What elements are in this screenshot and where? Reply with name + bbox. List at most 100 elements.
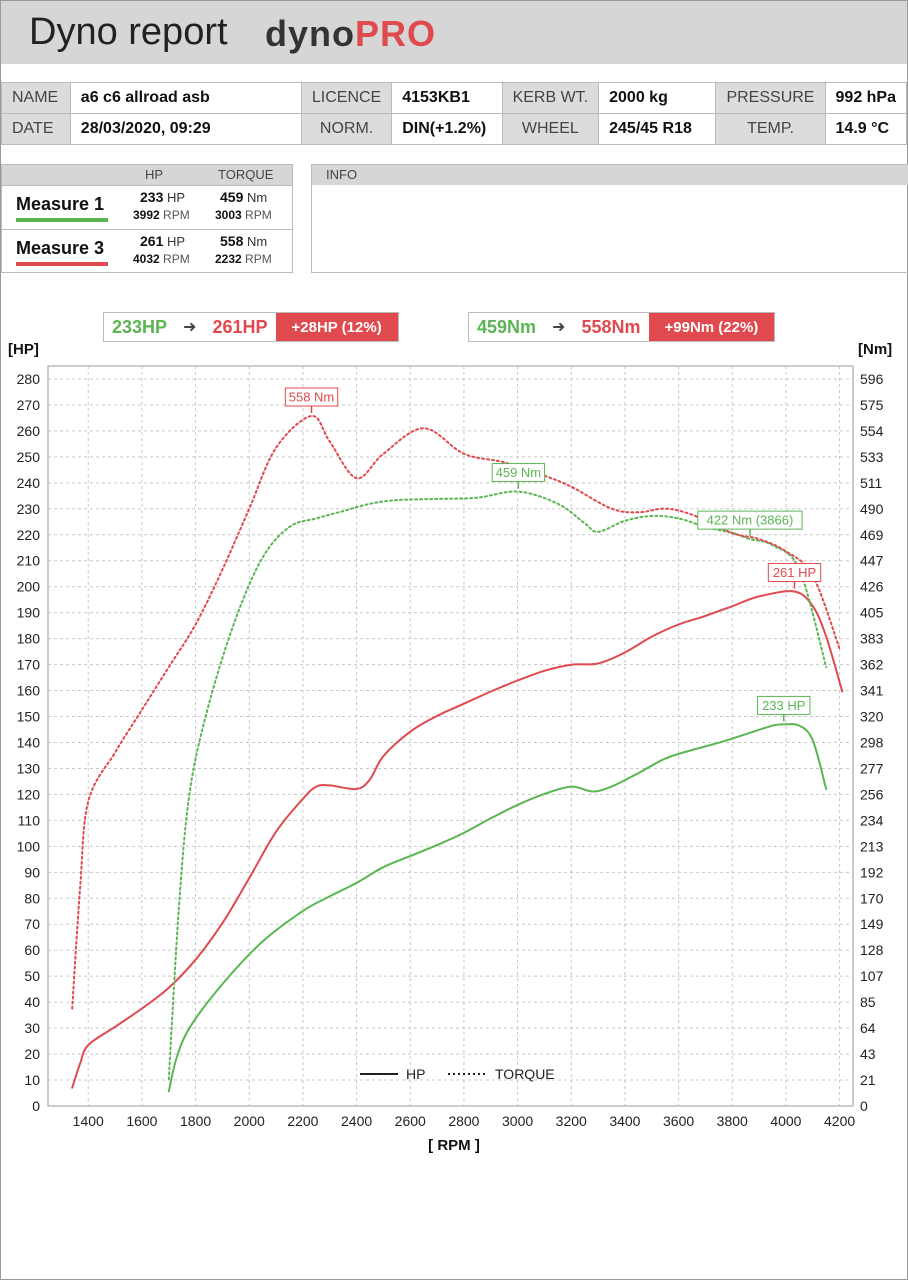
x-tick: 3400: [609, 1113, 640, 1129]
info-panel: INFO: [311, 164, 908, 273]
y-tick-right: 575: [860, 397, 884, 413]
x-tick: 3600: [663, 1113, 694, 1129]
licence-label: LICENCE: [300, 82, 393, 114]
measure-3-row[interactable]: Measure 3 261 HP 4032 RPM 558 Nm 2232 RP…: [2, 229, 292, 273]
x-tick: 4200: [824, 1113, 855, 1129]
nm-from: 459Nm: [477, 316, 537, 337]
x-axis-label: [ RPM ]: [428, 1137, 480, 1154]
y-tick-left: 50: [24, 968, 40, 984]
y-tick-left: 130: [17, 760, 41, 776]
y-tick-right: 469: [860, 527, 884, 543]
norm-value: DIN(+1.2%): [391, 113, 503, 145]
info-label: INFO: [312, 165, 908, 185]
annotation-box: [284, 387, 339, 407]
torque-curve-measure-3: [71, 415, 841, 1010]
annotation-label: 233 HP: [762, 698, 805, 713]
y-tick-left: 230: [17, 501, 41, 517]
hp-header: HP: [145, 167, 164, 182]
y-tick-right: 511: [860, 475, 883, 491]
y-tick-right: 405: [860, 605, 884, 621]
measure-1-name: Measure 1: [16, 194, 105, 214]
arrow-right-icon: ➜: [552, 319, 566, 336]
y-tick-left: 100: [17, 838, 41, 854]
y-tick-left: 80: [24, 890, 40, 906]
y-tick-right: 341: [860, 683, 884, 699]
brand-logo: dynoPRO: [265, 13, 437, 54]
y-tick-right: 213: [860, 838, 884, 854]
measure-3-nm: 558 Nm: [220, 233, 268, 249]
y-tick-right: 298: [860, 734, 884, 750]
y-tick-left: 180: [17, 631, 41, 647]
y-tick-left: 190: [17, 605, 41, 621]
y-tick-left: 70: [24, 916, 40, 932]
hp-curve-measure-1: [167, 723, 828, 1093]
legend-torque-label: TORQUE: [495, 1066, 555, 1082]
measure-1-hp-rpm: 3992 RPM: [133, 208, 190, 222]
y-tick-right: 383: [860, 631, 884, 647]
x-tick: 4000: [770, 1113, 801, 1129]
nm-comparison: 459Nm ➜ 558Nm +99Nm (22%): [468, 312, 776, 342]
hp-delta: +28HP (12%): [275, 313, 398, 341]
hp-curve-measure-3: [71, 590, 844, 1089]
y-tick-right: 64: [860, 1020, 876, 1036]
y-tick-right: 234: [860, 812, 884, 828]
pressure-label: PRESSURE: [715, 82, 826, 114]
y-tick-left: 120: [17, 786, 41, 802]
y-tick-right: 170: [860, 890, 884, 906]
y-tick-left: 270: [17, 397, 41, 413]
y-tick-left: 160: [17, 683, 41, 699]
measure-1-color-swatch: [16, 218, 108, 222]
x-tick: 3000: [502, 1113, 533, 1129]
x-tick: 1600: [126, 1113, 157, 1129]
y-tick-left: 280: [17, 371, 41, 387]
measure-3-color-swatch: [16, 262, 108, 266]
y-tick-left: 260: [17, 423, 41, 439]
y-tick-right: 596: [860, 371, 884, 387]
measures-header: HP TORQUE: [2, 165, 292, 185]
date-value: 28/03/2020, 09:29: [69, 113, 302, 145]
y-axis-left-label: [HP]: [8, 341, 39, 358]
name-label: NAME: [1, 82, 71, 114]
measure-1-row[interactable]: Measure 1 233 HP 3992 RPM 459 Nm 3003 RP…: [2, 185, 292, 229]
y-tick-left: 170: [17, 657, 41, 673]
legend-hp-label: HP: [406, 1066, 425, 1082]
torque-curve-measure-1: [167, 490, 828, 1081]
y-tick-left: 10: [24, 1072, 40, 1088]
plot-frame: [47, 365, 854, 1107]
kerb-label: KERB WT.: [501, 82, 600, 114]
wheel-value: 245/45 R18: [598, 113, 717, 145]
y-tick-left: 250: [17, 449, 41, 465]
y-tick-right: 256: [860, 786, 884, 802]
y-tick-left: 20: [24, 1046, 40, 1062]
measure-3-hp: 261 HP: [140, 233, 186, 249]
arrow-right-icon: ➜: [183, 319, 197, 336]
measure-1-nm: 459 Nm: [220, 189, 268, 205]
y-tick-right: 43: [860, 1046, 876, 1062]
hp-comparison: 233HP ➜ 261HP +28HP (12%): [103, 312, 399, 342]
x-tick: 2800: [448, 1113, 479, 1129]
y-tick-right: 128: [860, 942, 884, 958]
measure-1-nm-rpm: 3003 RPM: [215, 208, 272, 222]
measure-3-hp-rpm: 4032 RPM: [133, 252, 190, 266]
y-tick-right: 21: [860, 1072, 876, 1088]
y-tick-left: 150: [17, 709, 41, 725]
x-tick: 1400: [73, 1113, 104, 1129]
annotation-label: 558 Nm: [289, 389, 335, 404]
norm-label: NORM.: [300, 113, 393, 145]
measure-3-nm-rpm: 2232 RPM: [215, 252, 272, 266]
y-tick-right: 426: [860, 579, 884, 595]
measure-3-name: Measure 3: [16, 238, 105, 258]
nm-to: 558Nm: [581, 316, 641, 337]
y-tick-right: 320: [860, 709, 884, 725]
name-value: a6 c6 allroad asb: [69, 82, 302, 114]
report-header: Dyno report dynoPRO: [1, 1, 907, 64]
kerb-value: 2000 kg: [598, 82, 717, 114]
y-tick-right: 85: [860, 994, 876, 1010]
x-tick: 2000: [234, 1113, 265, 1129]
y-tick-right: 149: [860, 916, 884, 932]
x-tick: 2400: [341, 1113, 372, 1129]
annotation-label: 422 Nm (3866): [707, 513, 794, 528]
torque-header: TORQUE: [218, 167, 274, 182]
wheel-label: WHEEL: [501, 113, 600, 145]
annotation-label: 261 HP: [773, 565, 816, 580]
